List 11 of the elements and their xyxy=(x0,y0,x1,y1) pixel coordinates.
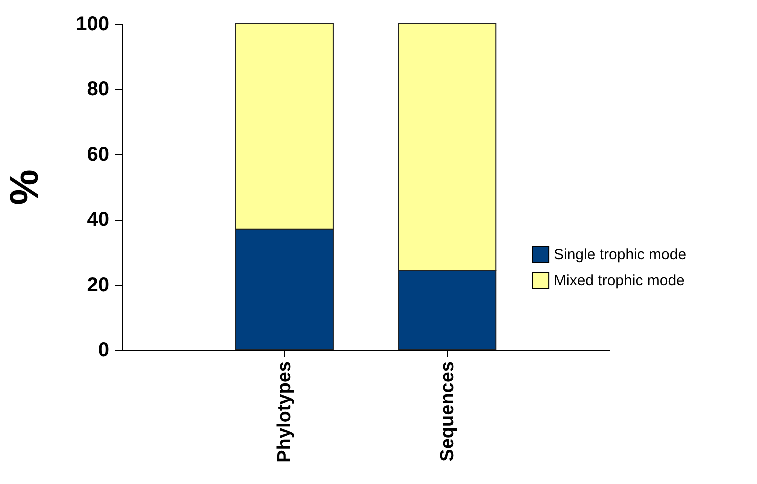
y-tick-label: 60 xyxy=(87,144,110,166)
x-tick-label: Phylotypes xyxy=(274,362,296,463)
legend-label: Single trophic mode xyxy=(554,246,687,264)
x-tick-label: Sequences xyxy=(437,362,458,462)
y-tick-label: 0 xyxy=(98,340,110,362)
legend-label: Mixed trophic mode xyxy=(554,272,685,290)
y-tick-label: 20 xyxy=(87,274,110,296)
y-axis-title: % xyxy=(3,170,48,206)
y-tick-label: 100 xyxy=(76,14,110,36)
y-tick-label: 80 xyxy=(87,78,110,101)
y-tick-label: 40 xyxy=(87,209,110,232)
